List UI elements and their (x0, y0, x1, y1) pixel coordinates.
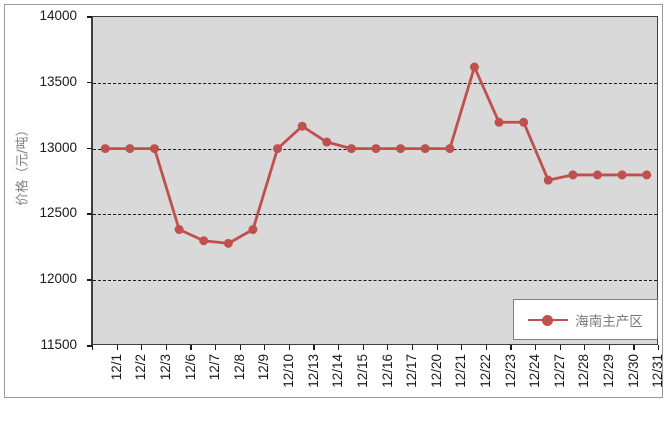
x-tick-label: 12/16 (379, 354, 395, 388)
y-tick-label: 13000 (39, 139, 77, 155)
x-tick-label: 12/2 (133, 354, 149, 381)
series-data-point (223, 238, 233, 248)
series-data-point (469, 62, 479, 72)
series-data-point (174, 225, 184, 235)
x-tick-label: 12/13 (305, 354, 321, 388)
x-tick-mark (92, 345, 94, 350)
series-data-point (543, 175, 553, 185)
x-tick-label: 12/9 (256, 354, 272, 381)
x-tick-mark (116, 345, 118, 350)
x-tick-mark (633, 345, 635, 350)
chart-container: 价格（元/吨） 11500 12000 12500 13000 13500 14000 1… (4, 4, 665, 398)
x-tick-mark (436, 345, 438, 350)
x-tick-label: 12/20 (428, 354, 444, 388)
legend-label: 海南主产区 (575, 313, 643, 330)
series-data-point (494, 117, 504, 127)
x-tick-mark (559, 345, 561, 350)
x-tick-label: 12/8 (231, 354, 247, 381)
x-tick-label: 12/14 (330, 354, 346, 388)
x-tick-label: 12/28 (576, 354, 592, 388)
x-tick-mark (534, 345, 537, 350)
series-data-point (568, 170, 578, 180)
x-tick-mark (288, 345, 291, 350)
y-tick-mark (87, 345, 93, 347)
series-line (103, 65, 649, 245)
gridline (93, 82, 657, 84)
y-tick-label: 11500 (40, 337, 77, 352)
y-tick-mark (87, 16, 93, 18)
x-tick-label: 12/10 (281, 354, 297, 388)
series-data-point (248, 225, 258, 235)
x-tick-mark (338, 345, 340, 350)
x-tick-mark (264, 345, 266, 350)
series-data-point (642, 170, 652, 180)
x-tick-mark (658, 345, 660, 350)
series-data-point (346, 144, 356, 154)
x-tick-label: 12/24 (527, 354, 543, 388)
y-tick-label: 12500 (39, 205, 77, 221)
plot-inner (93, 17, 657, 344)
series-data-point (322, 137, 332, 147)
y-tick-label: 14000 (39, 8, 77, 23)
x-tick-mark (461, 345, 463, 350)
series-data-point (592, 170, 602, 180)
x-tick-label: 12/27 (551, 354, 567, 388)
series-data-point (100, 144, 110, 154)
legend-marker-icon (528, 314, 569, 326)
x-tick-label: 12/23 (502, 354, 518, 388)
x-tick-label: 12/6 (182, 354, 198, 381)
y-tick-mark (87, 279, 93, 281)
x-tick-mark (362, 345, 364, 350)
x-tick-mark (190, 345, 192, 350)
x-tick-mark (165, 345, 167, 350)
y-axis-title: 价格（元/吨） (15, 123, 31, 206)
y-tick-mark (87, 81, 93, 84)
series-data-point (199, 236, 209, 246)
series-data-point (273, 144, 283, 154)
x-tick-mark (608, 345, 610, 350)
x-tick-label: 12/7 (207, 354, 223, 381)
series-data-point (420, 144, 430, 154)
series-data-point (519, 117, 529, 127)
y-tick-mark (87, 213, 93, 215)
x-tick-label: 12/22 (477, 354, 493, 388)
x-tick-mark (584, 345, 586, 350)
x-tick-label: 12/30 (625, 354, 641, 388)
x-tick-mark (510, 345, 512, 350)
x-tick-label: 12/15 (354, 354, 370, 388)
series-data-point (445, 144, 455, 154)
series-data-point (297, 121, 307, 131)
x-tick-mark (313, 345, 315, 350)
x-tick-mark (485, 345, 487, 350)
x-tick-label: 12/29 (600, 354, 616, 388)
gridline (93, 214, 657, 216)
series-data-point (617, 170, 627, 180)
x-tick-label: 12/31 (650, 354, 666, 388)
x-tick-label: 12/21 (453, 354, 469, 388)
gridline (93, 280, 657, 282)
plot-area (92, 16, 658, 345)
x-tick-mark (215, 345, 217, 350)
x-tick-mark (411, 345, 414, 350)
y-axis-line (91, 16, 93, 346)
series-layer (100, 62, 652, 248)
x-tick-label: 12/3 (158, 354, 174, 381)
series-data-point (371, 144, 381, 154)
y-tick-label: 12000 (39, 271, 77, 287)
x-tick-mark (141, 345, 143, 350)
y-tick-label: 13500 (39, 73, 77, 89)
chart-legend: 海南主产区 (513, 299, 658, 340)
x-tick-mark (239, 345, 241, 350)
x-tick-label: 12/17 (404, 354, 420, 388)
series-data-point (125, 144, 135, 154)
series-data-point (150, 144, 160, 154)
x-tick-label: 12/1 (108, 354, 124, 381)
x-tick-mark (387, 345, 389, 350)
y-tick-mark (87, 147, 93, 150)
series-data-point (396, 144, 406, 154)
